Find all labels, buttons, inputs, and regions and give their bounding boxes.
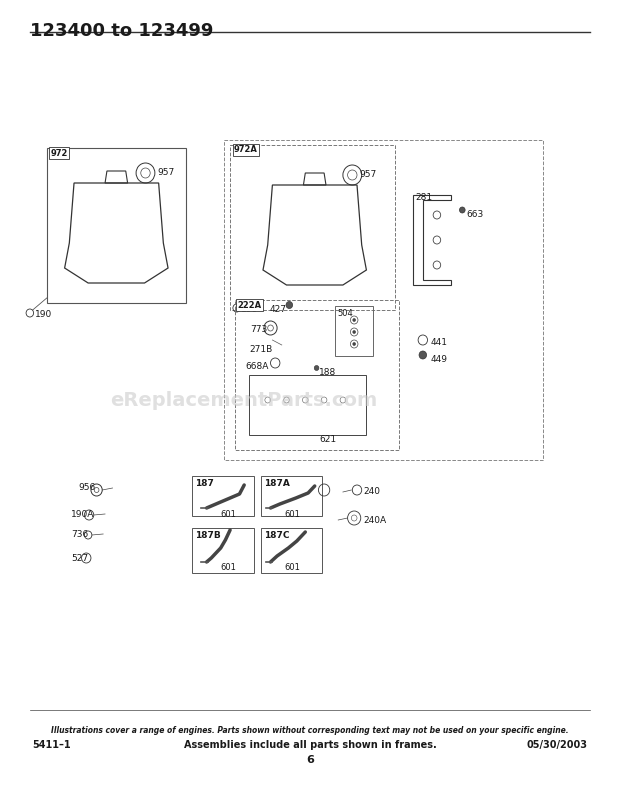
Text: 601: 601 [221, 510, 237, 519]
Text: 240A: 240A [363, 516, 387, 525]
Text: Assemblies include all parts shown in frames.: Assemblies include all parts shown in fr… [184, 740, 436, 750]
Text: 188: 188 [319, 368, 337, 377]
Bar [192, 476, 254, 516]
Text: eReplacementParts.com: eReplacementParts.com [110, 391, 378, 410]
Circle shape [459, 207, 465, 213]
Circle shape [286, 302, 293, 309]
Text: 190: 190 [241, 305, 259, 314]
Text: 187C: 187C [264, 531, 290, 540]
Circle shape [353, 318, 356, 322]
Text: 441: 441 [430, 338, 448, 347]
Bar [261, 476, 322, 516]
Text: 972A: 972A [234, 145, 258, 155]
Text: 668A: 668A [245, 362, 268, 371]
Bar [235, 300, 399, 450]
Text: 240: 240 [363, 487, 381, 496]
Text: 957: 957 [359, 170, 376, 179]
Text: Illustrations cover a range of engines. Parts shown without corresponding text m: Illustrations cover a range of engines. … [51, 726, 569, 735]
Text: 5411–1: 5411–1 [33, 740, 71, 750]
Text: 187: 187 [195, 479, 214, 488]
Circle shape [314, 366, 319, 371]
Text: 527: 527 [71, 554, 88, 563]
Text: 271B: 271B [250, 345, 273, 354]
Text: 621: 621 [319, 435, 337, 444]
Text: 190: 190 [35, 310, 52, 319]
Text: 957: 957 [157, 168, 175, 177]
Text: 123400 to 123499: 123400 to 123499 [30, 22, 213, 40]
Text: 281: 281 [415, 193, 432, 202]
Text: 504: 504 [337, 309, 353, 318]
Bar [249, 375, 366, 435]
Bar [261, 528, 322, 573]
Text: 601: 601 [221, 563, 237, 572]
Text: 222A: 222A [237, 301, 262, 310]
Bar [335, 306, 373, 356]
Text: 601: 601 [285, 510, 301, 519]
Text: 427: 427 [270, 305, 286, 314]
Text: 972: 972 [50, 148, 68, 157]
Text: 187A: 187A [264, 479, 290, 488]
Text: 05/30/2003: 05/30/2003 [526, 740, 587, 750]
Text: 773: 773 [250, 325, 267, 334]
Circle shape [419, 351, 427, 359]
Bar [192, 528, 254, 573]
Bar [230, 145, 394, 310]
Text: 6: 6 [306, 755, 314, 765]
Text: 663: 663 [466, 210, 484, 219]
Bar [46, 148, 186, 303]
Circle shape [353, 330, 356, 334]
Text: 601: 601 [285, 563, 301, 572]
Text: 736: 736 [71, 530, 89, 539]
Text: 190A: 190A [71, 510, 95, 519]
Text: 187B: 187B [195, 531, 221, 540]
Circle shape [353, 342, 356, 346]
Text: 449: 449 [430, 355, 448, 364]
Text: 956: 956 [79, 483, 96, 492]
Bar [223, 140, 543, 460]
